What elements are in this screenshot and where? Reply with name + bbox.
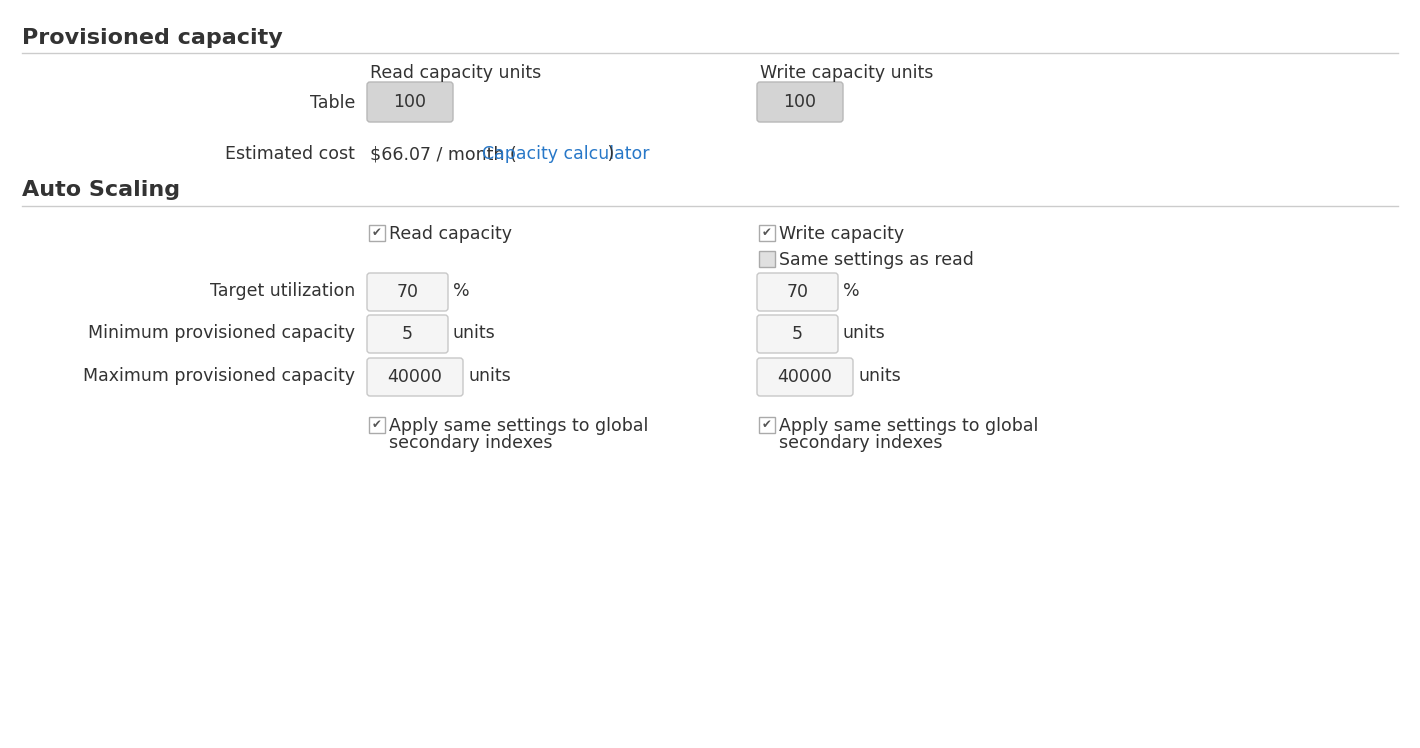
Text: Estimated cost: Estimated cost bbox=[226, 145, 355, 163]
FancyBboxPatch shape bbox=[760, 225, 775, 241]
Text: 5: 5 bbox=[792, 325, 802, 343]
Text: Table: Table bbox=[310, 94, 355, 112]
Text: units: units bbox=[858, 367, 900, 385]
Text: 70: 70 bbox=[396, 283, 419, 301]
FancyBboxPatch shape bbox=[760, 251, 775, 267]
FancyBboxPatch shape bbox=[369, 417, 385, 433]
Text: %: % bbox=[843, 282, 859, 300]
Text: ✔: ✔ bbox=[763, 226, 772, 239]
Text: secondary indexes: secondary indexes bbox=[389, 434, 552, 452]
Text: %: % bbox=[453, 282, 470, 300]
Text: Write capacity: Write capacity bbox=[780, 225, 905, 243]
FancyBboxPatch shape bbox=[760, 417, 775, 433]
Text: Provisioned capacity: Provisioned capacity bbox=[21, 28, 283, 48]
FancyBboxPatch shape bbox=[757, 82, 843, 122]
Text: 70: 70 bbox=[787, 283, 808, 301]
Text: Read capacity: Read capacity bbox=[389, 225, 513, 243]
FancyBboxPatch shape bbox=[757, 273, 838, 311]
Text: ✔: ✔ bbox=[372, 418, 382, 431]
Text: Auto Scaling: Auto Scaling bbox=[21, 180, 180, 200]
Text: units: units bbox=[453, 324, 496, 342]
FancyBboxPatch shape bbox=[366, 358, 463, 396]
Text: ✔: ✔ bbox=[372, 226, 382, 239]
Text: Same settings as read: Same settings as read bbox=[780, 251, 974, 269]
FancyBboxPatch shape bbox=[757, 315, 838, 353]
Text: 5: 5 bbox=[402, 325, 413, 343]
Text: Apply same settings to global: Apply same settings to global bbox=[389, 417, 649, 435]
Text: ): ) bbox=[602, 145, 615, 163]
Text: 40000: 40000 bbox=[388, 368, 443, 386]
Text: 40000: 40000 bbox=[778, 368, 832, 386]
Text: Read capacity units: Read capacity units bbox=[371, 64, 541, 82]
FancyBboxPatch shape bbox=[369, 225, 385, 241]
Text: units: units bbox=[469, 367, 511, 385]
Text: Apply same settings to global: Apply same settings to global bbox=[780, 417, 1038, 435]
Text: secondary indexes: secondary indexes bbox=[780, 434, 943, 452]
Text: Write capacity units: Write capacity units bbox=[760, 64, 933, 82]
Text: Target utilization: Target utilization bbox=[210, 282, 355, 300]
Text: ✔: ✔ bbox=[763, 418, 772, 431]
Text: 100: 100 bbox=[784, 93, 816, 111]
FancyBboxPatch shape bbox=[366, 82, 453, 122]
Text: Maximum provisioned capacity: Maximum provisioned capacity bbox=[82, 367, 355, 385]
FancyBboxPatch shape bbox=[366, 315, 447, 353]
Text: $66.07 / month (: $66.07 / month ( bbox=[371, 145, 517, 163]
Text: Minimum provisioned capacity: Minimum provisioned capacity bbox=[88, 324, 355, 342]
Text: 100: 100 bbox=[393, 93, 426, 111]
FancyBboxPatch shape bbox=[366, 273, 447, 311]
Text: units: units bbox=[843, 324, 886, 342]
FancyBboxPatch shape bbox=[757, 358, 853, 396]
Text: Capacity calculator: Capacity calculator bbox=[481, 145, 649, 163]
